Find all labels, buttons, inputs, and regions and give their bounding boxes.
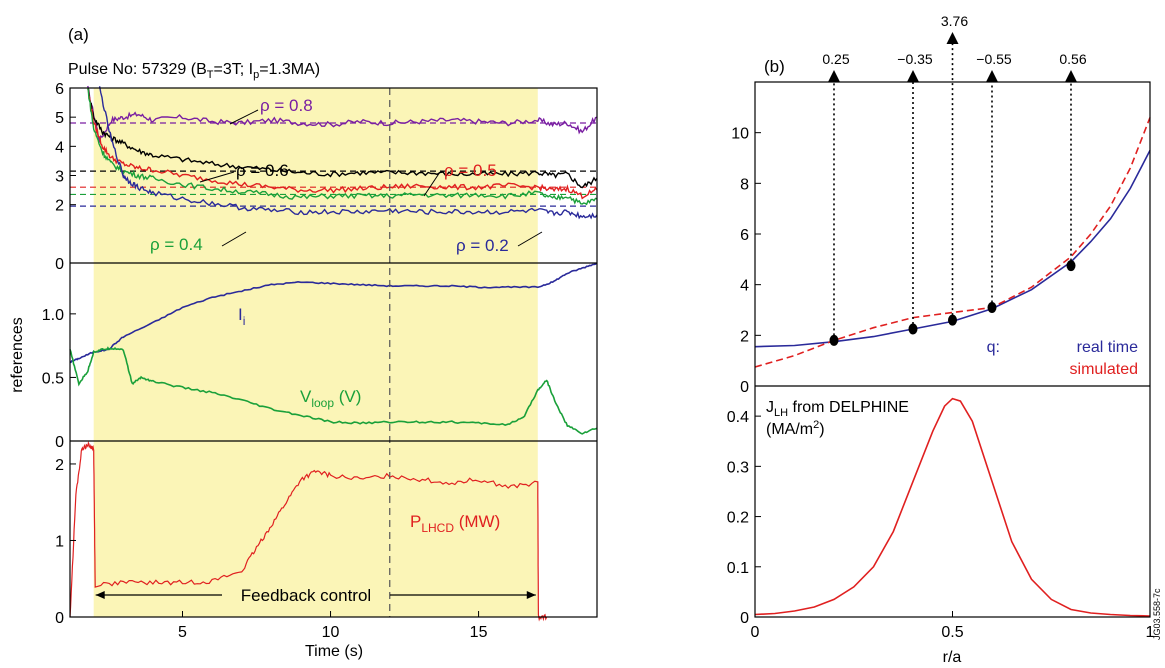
plhcd-label: PLHCD (MW) <box>410 512 500 535</box>
q-ytick-label: 6 <box>740 227 749 244</box>
arrow-value-label: −0.35 <box>897 51 933 67</box>
mid-ytick-label: 0.5 <box>42 370 64 387</box>
arrow-value-label: 0.56 <box>1059 51 1086 67</box>
rho-series-0 <box>87 85 598 143</box>
legend-real-time: real time <box>1077 339 1138 356</box>
xtick-label: 15 <box>470 624 488 641</box>
q-ytick-label: 0 <box>740 379 749 396</box>
legend-simulated: simulated <box>1070 361 1138 378</box>
top-ytick-label: 5 <box>55 110 64 127</box>
rho-label-2: ρ = 0.5 <box>444 161 497 180</box>
xtick-label: 5 <box>178 624 187 641</box>
rho-series-1 <box>87 87 598 189</box>
jlh-unit: (MA/m2) <box>766 419 825 438</box>
rho-series-2 <box>87 88 598 200</box>
q-label: q: <box>987 339 1000 356</box>
j-ytick-label: 0.2 <box>727 510 749 527</box>
panel-a-ylabel: references <box>9 317 26 393</box>
q-ytick-label: 8 <box>740 176 749 193</box>
figure-id: JG03.558-7c <box>1152 588 1162 640</box>
feedback-arrow-right-head <box>526 591 536 599</box>
rho-series-4 <box>98 86 598 220</box>
r-xtick-label: 0.5 <box>941 624 963 641</box>
j-ytick-label: 0.4 <box>727 409 749 426</box>
panel-b-label: (b) <box>764 57 785 76</box>
arrow-value-label: 3.76 <box>941 13 968 29</box>
marker-arrow-head <box>907 70 919 82</box>
rho-label-0: ρ = 0.8 <box>260 96 313 115</box>
top-ytick-label: 6 <box>55 81 64 98</box>
rho-leader <box>517 231 543 247</box>
arrow-value-label: 0.25 <box>822 51 849 67</box>
q-marker-point <box>829 334 839 346</box>
panel-b: 0.25 −0.353.76−0.55 0.5610864200.40.30.20.… <box>727 13 1155 641</box>
top-ytick-label: 4 <box>55 139 64 156</box>
rho-label-1: ρ = 0.6 <box>236 161 289 180</box>
vloop-series <box>69 346 598 435</box>
rho-leader <box>221 231 247 247</box>
plhcd-series <box>69 441 548 622</box>
feedback-label: Feedback control <box>241 586 371 605</box>
rho-leader <box>199 171 235 183</box>
bot-ytick-label: 2 <box>55 457 64 474</box>
xtick-label: 10 <box>322 624 340 641</box>
jlh-series <box>754 397 1151 617</box>
q-marker-point <box>1066 260 1076 272</box>
marker-arrow-head <box>986 70 998 82</box>
q-ytick-label: 4 <box>740 278 749 295</box>
bot-ytick-label: 1 <box>55 533 64 550</box>
bot-ytick-label: 0 <box>55 610 64 627</box>
panel-a-label: (a) <box>68 25 89 44</box>
j-ytick-label: 0.1 <box>727 560 749 577</box>
li-series <box>69 262 598 364</box>
mid-ytick-label: 0 <box>55 434 64 451</box>
rho-label-3: ρ = 0.4 <box>150 235 203 254</box>
q-marker-point <box>987 301 997 313</box>
mid-ytick-label: 1.0 <box>42 307 64 324</box>
top-ytick-label: 2 <box>55 198 64 215</box>
q-ytick-label: 10 <box>731 126 749 143</box>
arrow-value-label: −0.55 <box>976 51 1012 67</box>
vloop-label: Vloop (V) <box>300 387 361 410</box>
q-marker-point <box>908 323 918 335</box>
q-marker-point <box>948 314 957 326</box>
j-ytick-label: 0 <box>740 610 749 627</box>
feedback-arrow-left-head <box>95 591 105 599</box>
panel-a-frame <box>69 87 598 618</box>
marker-arrow-head <box>828 70 840 82</box>
r-xtick-label: 1 <box>1146 624 1155 641</box>
q-ytick-label: 2 <box>740 328 749 345</box>
marker-arrow-head <box>1065 70 1077 82</box>
panel-a-xlabel: Time (s) <box>305 643 363 660</box>
rho-leader <box>423 171 441 197</box>
panel-a-title: Pulse No: 57329 (BT=3T; Ip=1.3MA) <box>68 61 320 81</box>
rho-leader <box>229 109 259 125</box>
feedback-shaded-region <box>93 88 538 617</box>
jlh-title: JLH from DELPHINE <box>766 399 909 419</box>
top-ytick-label: 0 <box>55 256 64 273</box>
r-xtick-label: 0 <box>751 624 760 641</box>
j-ytick-label: 0.3 <box>727 459 749 476</box>
top-ytick-label: 3 <box>55 169 64 186</box>
panel-b-xlabel: r/a <box>943 649 962 666</box>
rho-label-4: ρ = 0.2 <box>456 236 509 255</box>
marker-arrow-head <box>946 32 959 44</box>
li-label: Ii <box>238 305 245 328</box>
